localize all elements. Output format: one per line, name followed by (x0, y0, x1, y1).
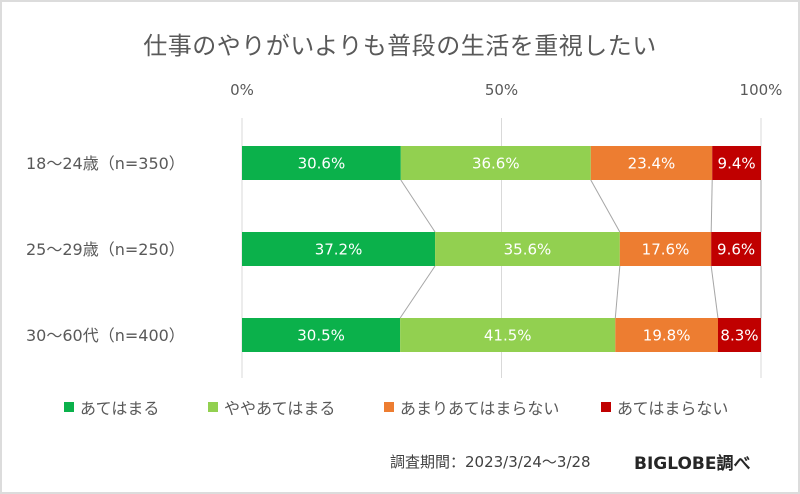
series-line (590, 179, 621, 233)
bar-segment (590, 146, 713, 180)
data-label: 30.5% (297, 327, 345, 345)
bar-segment (712, 146, 761, 180)
bar-segment (400, 146, 591, 180)
legend-label: あてはまる (80, 399, 160, 418)
data-label: 41.5% (484, 327, 532, 345)
bar-segment (711, 232, 761, 266)
data-label: 9.4% (718, 155, 756, 173)
bar-segment (242, 318, 401, 352)
x-tick-label: 0% (230, 81, 254, 99)
bar-segment (615, 318, 718, 352)
category-label: 18〜24歳（n=350） (26, 154, 185, 173)
x-tick-label: 100% (740, 81, 783, 99)
x-tick-label: 50% (485, 81, 518, 99)
data-label: 37.2% (315, 241, 363, 259)
series-line (710, 265, 719, 319)
data-label: 23.4% (628, 155, 676, 173)
legend-label: ややあてはまる (224, 399, 336, 418)
legend-label: あてはまらない (617, 399, 729, 418)
legend-swatch (208, 402, 218, 412)
data-label: 35.6% (504, 241, 552, 259)
series-line (710, 179, 713, 233)
bar-segment (435, 232, 620, 266)
data-label: 17.6% (642, 241, 690, 259)
bar-segment (619, 232, 712, 266)
chart-title: 仕事のやりがいよりも普段の生活を重視したい (143, 32, 657, 60)
data-label: 8.3% (720, 327, 758, 345)
data-label: 30.6% (298, 155, 346, 173)
legend-swatch (384, 402, 394, 412)
legend-item: あてはまらない (601, 395, 728, 419)
data-label: 9.6% (717, 241, 755, 259)
legend-item: あてはまる (64, 395, 159, 419)
series-line (399, 265, 436, 319)
category-label: 25〜29歳（n=250） (26, 240, 185, 259)
data-label: 36.6% (472, 155, 520, 173)
legend-swatch (601, 402, 611, 412)
legend-swatch (64, 402, 74, 412)
survey-period: 調査期間：2023/3/24〜3/28 (390, 453, 591, 471)
bar-segment (242, 232, 436, 266)
bar-segment (717, 318, 761, 352)
legend-item: ややあてはまる (208, 395, 335, 419)
bar-segment (242, 146, 401, 180)
source-credit: BIGLOBE調べ (634, 454, 751, 474)
data-label: 19.8% (643, 327, 691, 345)
category-label: 30〜60代（n=400） (26, 326, 185, 345)
series-line (400, 179, 436, 233)
legend-label: あまりあてはまらない (400, 399, 560, 418)
legend-item: あまりあてはまらない (384, 395, 559, 419)
bar-segment (400, 318, 616, 352)
series-line (614, 265, 621, 319)
